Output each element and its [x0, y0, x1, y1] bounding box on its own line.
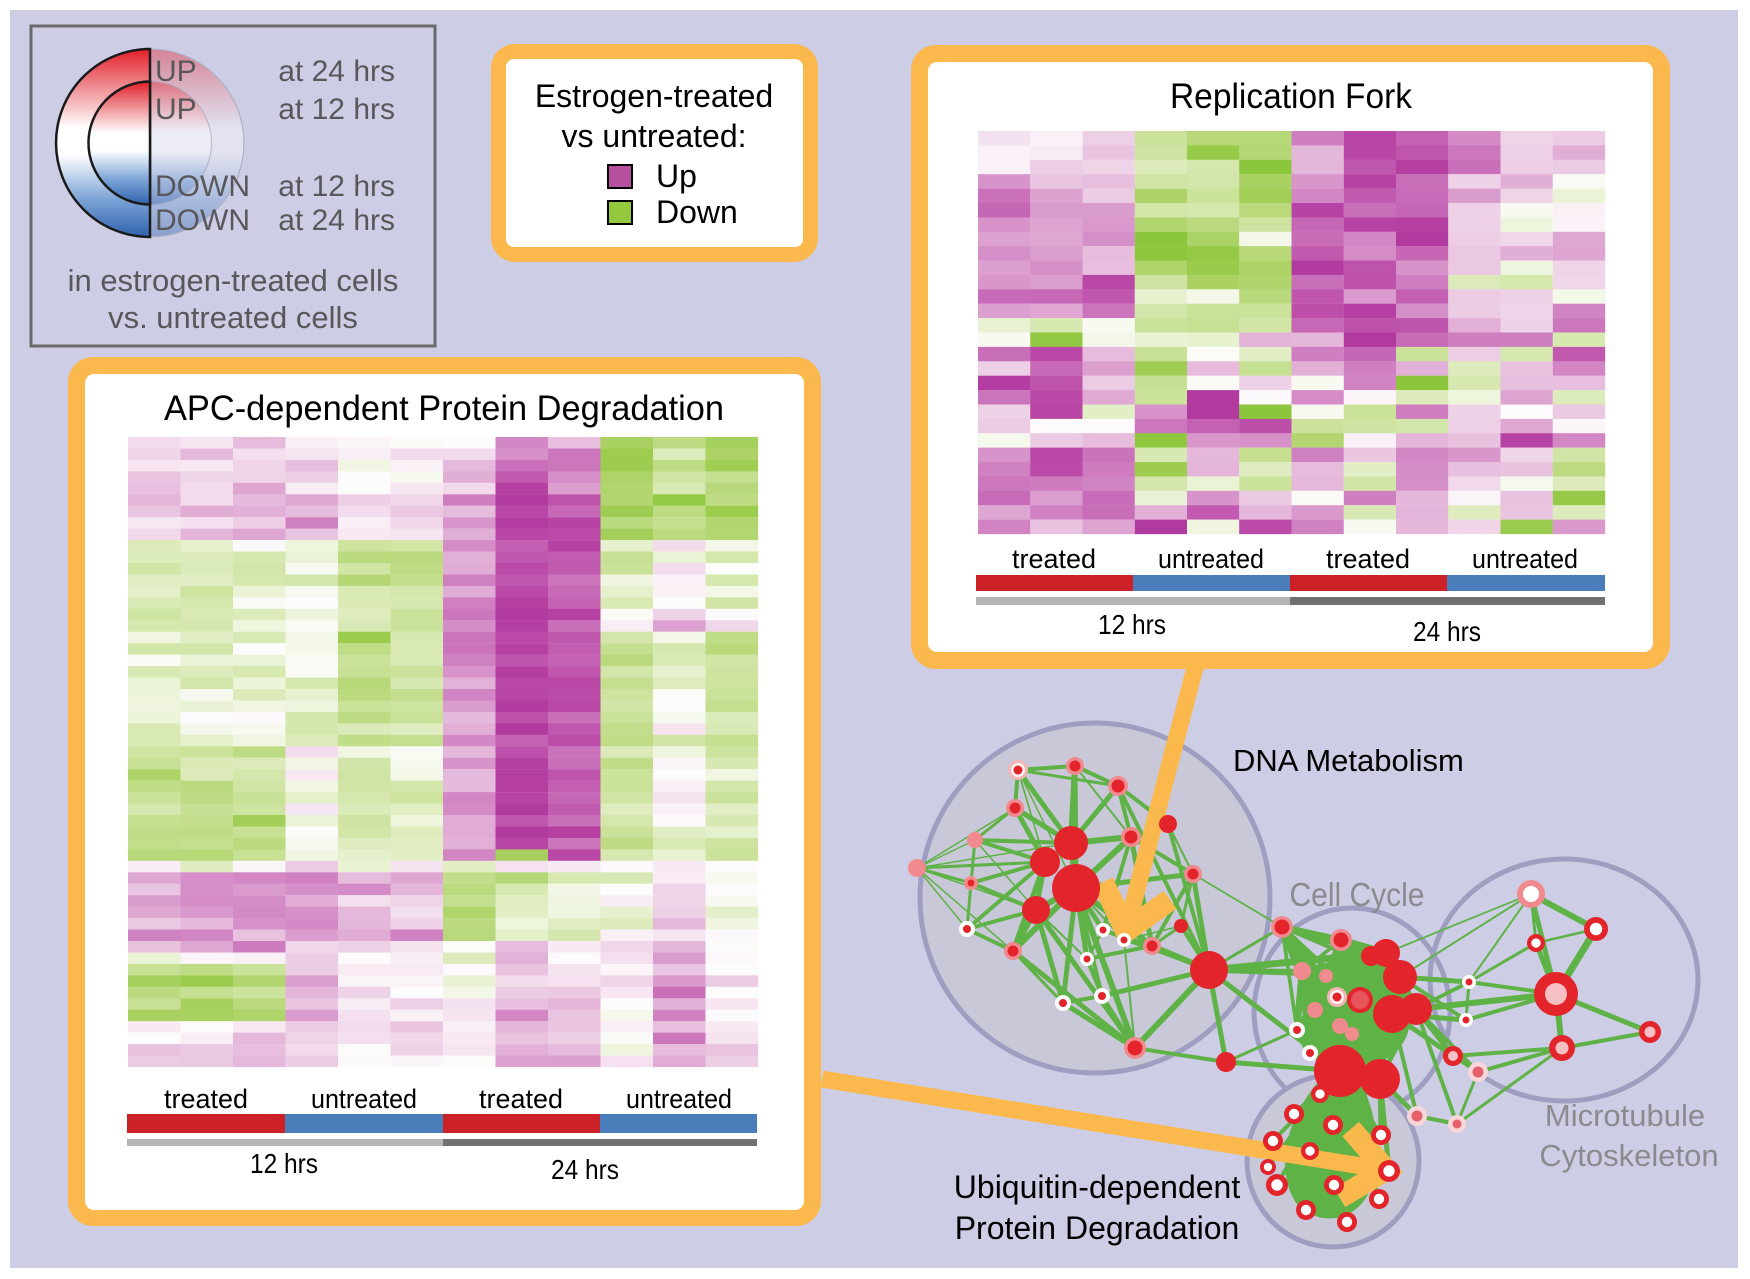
svg-text:APC-dependent Protein Degradat: APC-dependent Protein Degradation — [164, 389, 724, 428]
svg-text:DOWN: DOWN — [155, 204, 250, 237]
svg-text:Estrogen-treated: Estrogen-treated — [535, 78, 773, 114]
svg-text:in estrogen-treated cells: in estrogen-treated cells — [68, 263, 399, 298]
svg-text:24 hrs: 24 hrs — [1413, 616, 1481, 647]
svg-text:Protein Degradation: Protein Degradation — [955, 1210, 1240, 1246]
svg-text:vs. untreated cells: vs. untreated cells — [108, 300, 358, 335]
svg-text:treated: treated — [1326, 544, 1410, 574]
svg-text:untreated: untreated — [311, 1084, 417, 1114]
svg-text:12 hrs: 12 hrs — [1098, 609, 1166, 640]
svg-text:treated: treated — [479, 1084, 563, 1114]
svg-text:at 24 hrs: at 24 hrs — [278, 55, 395, 88]
svg-text:at 24 hrs: at 24 hrs — [278, 204, 395, 237]
svg-text:24 hrs: 24 hrs — [551, 1154, 619, 1185]
svg-text:treated: treated — [164, 1084, 248, 1114]
svg-text:UP: UP — [155, 55, 197, 88]
svg-text:Ubiquitin-dependent: Ubiquitin-dependent — [954, 1169, 1241, 1205]
svg-text:Microtubule: Microtubule — [1545, 1098, 1705, 1133]
svg-text:vs untreated:: vs untreated: — [562, 118, 747, 154]
svg-text:DOWN: DOWN — [155, 170, 250, 203]
svg-text:treated: treated — [1012, 544, 1096, 574]
svg-text:untreated: untreated — [1158, 544, 1264, 574]
svg-text:at 12 hrs: at 12 hrs — [278, 93, 395, 126]
svg-text:UP: UP — [155, 93, 197, 126]
svg-text:Replication Fork: Replication Fork — [1170, 77, 1412, 116]
svg-text:Down: Down — [656, 194, 738, 230]
svg-text:untreated: untreated — [626, 1084, 732, 1114]
svg-text:12 hrs: 12 hrs — [250, 1148, 318, 1179]
svg-text:untreated: untreated — [1472, 544, 1578, 574]
svg-text:DNA Metabolism: DNA Metabolism — [1233, 743, 1464, 778]
svg-text:Cytoskeleton: Cytoskeleton — [1539, 1138, 1718, 1173]
svg-text:Cell Cycle: Cell Cycle — [1290, 876, 1425, 913]
svg-text:Up: Up — [656, 158, 697, 194]
svg-text:at 12 hrs: at 12 hrs — [278, 170, 395, 203]
